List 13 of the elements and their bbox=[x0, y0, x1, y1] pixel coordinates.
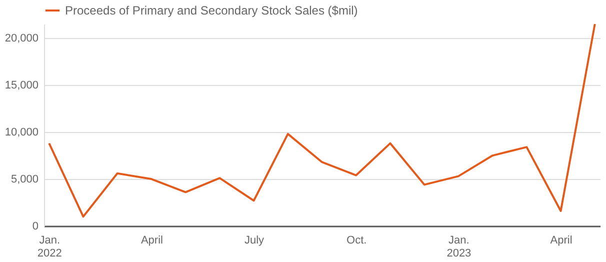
x-tick-label: Oct. bbox=[346, 234, 367, 246]
x-tick-label: Jan. 2023 bbox=[446, 234, 472, 260]
x-tick-label: Jan. 2022 bbox=[37, 234, 62, 260]
y-tick-label: 15,000 bbox=[4, 80, 38, 92]
x-tick-label: April bbox=[140, 234, 163, 246]
x-tick-label: April bbox=[550, 234, 572, 246]
x-tick-label: July bbox=[244, 234, 265, 246]
y-tick-label: 10,000 bbox=[4, 126, 38, 139]
y-tick-label: 20,000 bbox=[4, 32, 38, 45]
legend-label: Proceeds of Primary and Secondary Stock Sales ($mil) bbox=[65, 4, 358, 18]
y-tick-label: 5,000 bbox=[10, 174, 38, 186]
line-series bbox=[48, 23, 596, 218]
y-tick-label: 0 bbox=[32, 220, 38, 232]
